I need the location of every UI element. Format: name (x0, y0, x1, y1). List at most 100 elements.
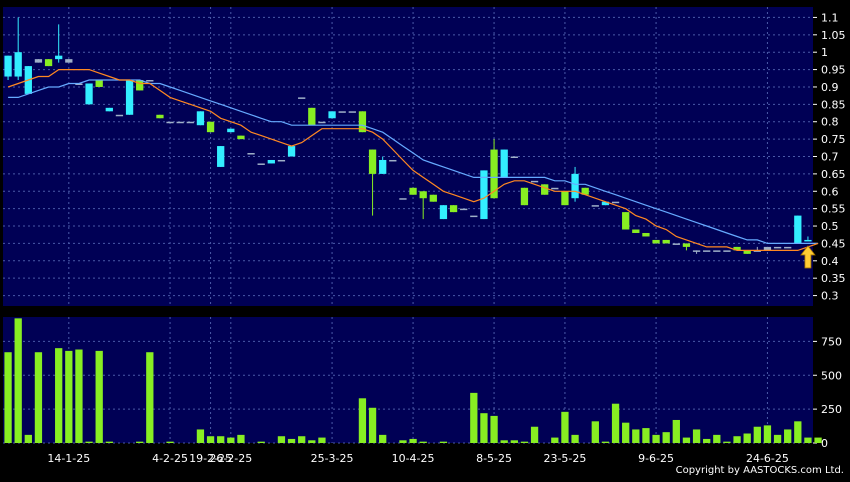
candle-body (682, 243, 691, 247)
candle-body (115, 114, 124, 117)
candle-body (358, 111, 367, 133)
candle (308, 107, 316, 126)
candle (166, 121, 174, 124)
candle-body (591, 205, 599, 207)
candle (75, 83, 83, 85)
volume-bar-series (4, 318, 822, 443)
volume-tick-label: 500 (821, 369, 842, 382)
volume-bar (763, 425, 772, 443)
candle (115, 114, 124, 117)
candle-body (733, 246, 741, 251)
volume-bar (682, 437, 691, 443)
date-tick-label: 25-3-25 (311, 452, 354, 465)
candle-body (267, 159, 275, 164)
volume-bar (166, 441, 174, 443)
candle (176, 121, 184, 124)
candle-body (338, 111, 346, 113)
price-axis-ticks: 0.3 0.35 0.4 0.45 0.5 0.55 0.6 0.65 0.7 0.75 0.8 0.… (813, 11, 846, 303)
candle-body (156, 114, 164, 119)
volume-bar (753, 426, 761, 443)
volume-bar (318, 437, 326, 443)
candle (449, 205, 458, 213)
candle-body (308, 107, 316, 126)
volume-bar (85, 441, 93, 443)
candle-body (530, 180, 539, 183)
volume-bar (399, 440, 407, 443)
volume-bar (804, 437, 812, 443)
volume-bar (571, 434, 579, 443)
candle (136, 80, 144, 91)
candle (713, 250, 721, 252)
moving-average-long-line (8, 79, 819, 244)
candle-body (4, 55, 12, 77)
candle-body (611, 201, 620, 204)
candle-body (166, 121, 174, 124)
candle (672, 243, 680, 245)
candle (561, 191, 569, 206)
candle-body (449, 205, 458, 213)
candle-body (419, 191, 427, 199)
candle (591, 205, 599, 207)
candle (460, 208, 468, 211)
candle-body (642, 232, 650, 237)
candle-body (581, 187, 589, 195)
candle (652, 239, 660, 244)
price-tick-label: 0.9 (821, 81, 839, 94)
candle-body (34, 59, 43, 63)
volume-bar (784, 429, 792, 443)
candle-body (298, 97, 306, 99)
candle (784, 246, 792, 249)
volume-bar (277, 436, 286, 443)
candle-body (692, 250, 701, 252)
date-tick-label: 19-2-25 (189, 452, 232, 465)
candle-body (490, 149, 498, 199)
candle-body (227, 128, 235, 133)
price-tick-label: 0.7 (821, 151, 839, 164)
price-tick-label: 0.35 (821, 272, 846, 285)
candle (753, 246, 761, 252)
candle (723, 250, 731, 252)
candle (642, 232, 650, 237)
candle-body (622, 212, 630, 230)
candle-body (632, 229, 640, 233)
candle (804, 236, 812, 242)
candle (277, 159, 286, 162)
candle-body (176, 121, 184, 124)
candle-body (541, 184, 549, 195)
candle (429, 194, 437, 202)
price-grid (3, 7, 813, 306)
candle-body (429, 194, 437, 202)
candle-body (348, 111, 356, 113)
candle (55, 24, 63, 63)
candle (530, 180, 539, 183)
candle-body (804, 239, 812, 242)
candle (287, 146, 296, 157)
candle (389, 159, 397, 162)
volume-bar (4, 352, 12, 443)
candle (490, 139, 498, 199)
volume-panel (3, 317, 813, 443)
volume-bar (622, 422, 630, 443)
volume-bar (611, 403, 620, 443)
candle-body (672, 243, 680, 245)
date-tick-label: 8-5-25 (476, 452, 512, 465)
candle (439, 205, 448, 220)
candle-body (551, 187, 559, 190)
candle (14, 17, 22, 81)
candle-body (723, 250, 731, 252)
volume-bar (530, 426, 539, 443)
volume-bar (237, 434, 245, 443)
candle (773, 246, 782, 249)
volume-bar (14, 318, 22, 443)
volume-bar (642, 428, 650, 443)
candle (44, 59, 53, 67)
candle (105, 107, 113, 112)
volume-bar (470, 392, 478, 443)
volume-bar (368, 407, 377, 443)
candle (379, 156, 387, 174)
moving-average-short-line (7, 69, 819, 251)
volume-bar (632, 429, 640, 443)
candle-body (460, 208, 468, 211)
volume-bar (662, 432, 670, 443)
